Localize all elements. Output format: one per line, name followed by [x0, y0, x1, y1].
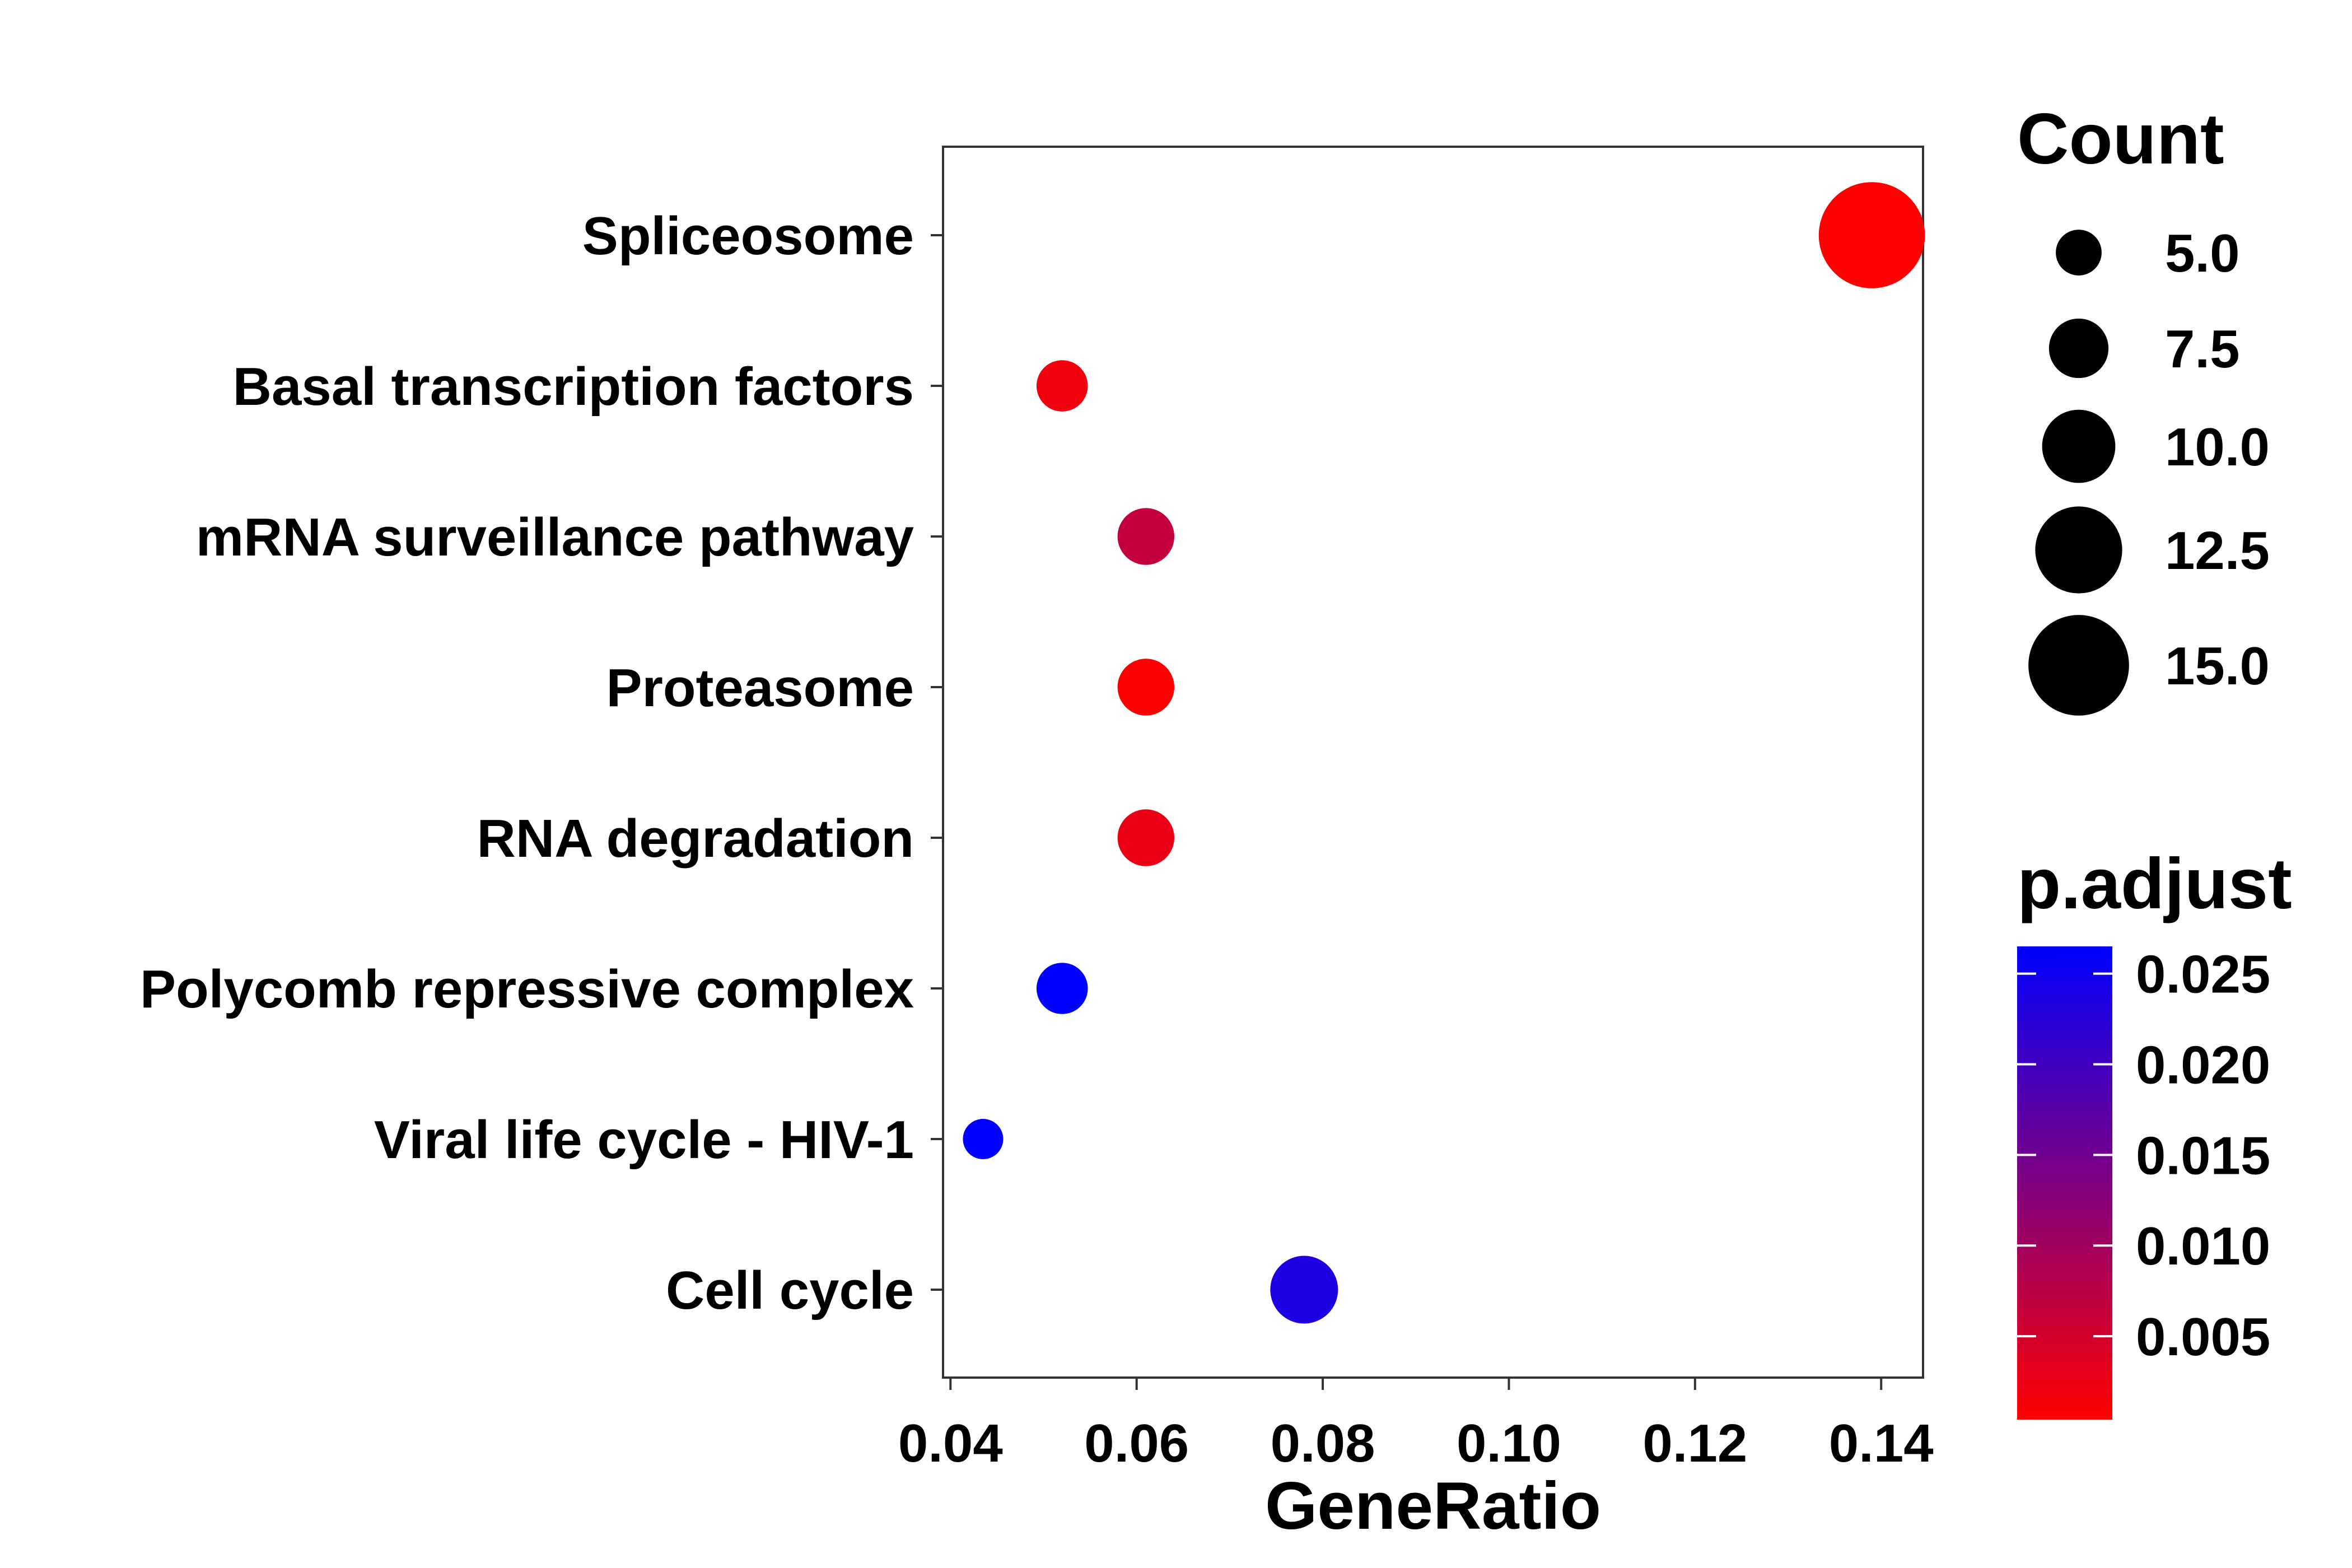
data-points [963, 182, 1925, 1324]
size-legend-label: 10.0 [2165, 417, 2270, 477]
y-tick-label: Cell cycle [666, 1261, 914, 1320]
size-legend-items: 5.0 7.5 10.0 12.5 15.0 [2028, 223, 2270, 716]
size-legend-dot [2048, 318, 2109, 379]
colorbar-tick-label: 0.005 [2136, 1307, 2270, 1367]
y-axis: Spliceosome Basal transcription factors mR… [140, 206, 943, 1320]
data-point [1117, 809, 1174, 866]
y-tick-label: RNA degradation [477, 809, 914, 869]
y-tick-label: Spliceosome [582, 206, 914, 266]
data-point [1117, 659, 1174, 716]
size-legend-title: Count [2017, 99, 2224, 179]
color-legend-title: p.adjust [2017, 844, 2292, 924]
size-legend-label: 12.5 [2165, 521, 2270, 581]
size-legend-label: 5.0 [2165, 223, 2239, 283]
x-tick-label: 0.10 [1457, 1413, 1561, 1473]
x-tick-label: 0.08 [1271, 1413, 1375, 1473]
colorbar [2017, 946, 2112, 1420]
y-tick-label: Viral life cycle - HIV-1 [374, 1110, 914, 1170]
data-point [1036, 360, 1088, 412]
x-axis-title: GeneRatio [1265, 1468, 1601, 1543]
size-legend: Count 5.0 7.5 10.0 12.5 15.0 [2017, 99, 2270, 716]
y-tick-label: Polycomb repressive complex [140, 959, 914, 1019]
x-tick-label: 0.06 [1084, 1413, 1189, 1473]
x-tick-label: 0.04 [898, 1413, 1003, 1473]
size-legend-label: 7.5 [2165, 319, 2239, 379]
plot-panel: Spliceosome Basal transcription factors mR… [140, 146, 1934, 1473]
x-tick-label: 0.12 [1642, 1413, 1747, 1473]
x-tick-label: 0.14 [1829, 1413, 1934, 1473]
data-point [1270, 1256, 1338, 1324]
colorbar-tick-label: 0.020 [2136, 1035, 2270, 1095]
colorbar-tick-label: 0.015 [2136, 1126, 2270, 1186]
colorbar-ticks: 0.005 0.010 0.015 0.020 0.025 [2017, 945, 2270, 1367]
data-point [963, 1119, 1004, 1159]
size-legend-dot [2056, 230, 2102, 276]
colorbar-tick-label: 0.025 [2136, 945, 2270, 1005]
y-tick-label: mRNA surveillance pathway [196, 507, 914, 567]
colorbar-tick-label: 0.010 [2136, 1216, 2270, 1276]
x-axis: 0.04 0.06 0.08 0.10 0.12 0.14 [898, 1378, 1934, 1473]
y-tick-label: Basal transcription factors [233, 357, 914, 417]
data-point [1117, 508, 1174, 565]
data-point [1818, 182, 1925, 288]
data-point [1036, 963, 1088, 1014]
plot-border [942, 146, 1924, 1379]
color-legend: p.adjust 0.005 0.010 0.015 0.020 0.025 [2017, 844, 2292, 1420]
size-legend-dot [2042, 409, 2116, 483]
size-legend-label: 15.0 [2165, 636, 2270, 696]
y-tick-label: Proteasome [606, 658, 914, 718]
size-legend-dot [2028, 615, 2129, 716]
size-legend-dot [2035, 506, 2122, 594]
